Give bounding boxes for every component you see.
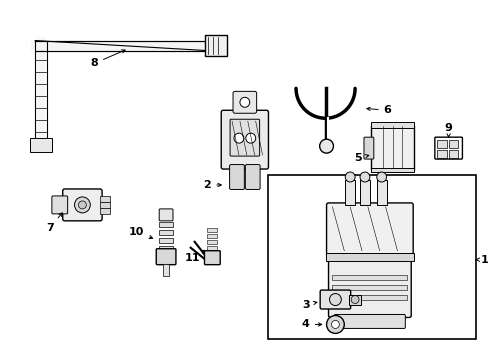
Circle shape (359, 172, 369, 182)
FancyBboxPatch shape (363, 137, 373, 159)
Circle shape (74, 197, 90, 213)
Text: 11: 11 (184, 250, 204, 263)
Circle shape (234, 133, 244, 143)
Text: 1: 1 (475, 255, 488, 265)
Text: 2: 2 (203, 180, 221, 190)
Text: 3: 3 (302, 300, 316, 310)
Bar (207, 228, 217, 232)
FancyBboxPatch shape (156, 249, 176, 265)
Bar (100, 208, 110, 214)
Bar (268, 175, 475, 339)
Bar (159, 238, 173, 243)
Bar (205, 35, 226, 57)
FancyBboxPatch shape (326, 203, 412, 257)
Circle shape (319, 139, 333, 153)
Bar (345, 180, 354, 205)
Text: 4: 4 (301, 319, 321, 329)
Text: 9: 9 (444, 123, 452, 137)
Text: 8: 8 (90, 50, 125, 68)
FancyBboxPatch shape (204, 251, 220, 265)
Bar (207, 234, 217, 238)
Bar (159, 230, 173, 235)
Bar (436, 150, 446, 158)
Bar (332, 285, 407, 289)
Bar (100, 202, 110, 208)
Bar (447, 150, 458, 158)
Circle shape (245, 133, 255, 143)
Bar (370, 168, 413, 172)
Circle shape (78, 201, 86, 209)
Text: 7: 7 (46, 213, 62, 233)
Bar (100, 196, 110, 202)
Circle shape (350, 296, 358, 303)
Circle shape (345, 172, 354, 182)
Bar (159, 246, 173, 251)
FancyBboxPatch shape (52, 196, 67, 214)
FancyBboxPatch shape (245, 165, 260, 189)
FancyBboxPatch shape (230, 119, 259, 156)
Bar (332, 294, 407, 300)
Bar (30, 138, 52, 152)
Bar (325, 253, 413, 261)
FancyBboxPatch shape (328, 259, 410, 318)
Circle shape (240, 97, 249, 107)
Bar (436, 140, 446, 148)
FancyBboxPatch shape (320, 290, 350, 309)
Text: 5: 5 (353, 153, 368, 163)
FancyBboxPatch shape (159, 209, 173, 221)
FancyBboxPatch shape (62, 189, 102, 221)
Bar (159, 222, 173, 227)
Bar (163, 264, 169, 276)
Bar (376, 180, 386, 205)
FancyBboxPatch shape (334, 315, 405, 328)
Bar (370, 122, 413, 128)
Circle shape (376, 172, 386, 182)
Bar (359, 180, 369, 205)
FancyBboxPatch shape (221, 110, 268, 169)
FancyBboxPatch shape (229, 165, 244, 189)
Bar (348, 294, 360, 305)
Text: 10: 10 (129, 227, 152, 239)
Circle shape (331, 320, 339, 328)
Bar (370, 126, 413, 170)
Bar (207, 246, 217, 250)
Circle shape (326, 315, 344, 333)
Circle shape (329, 293, 341, 306)
Bar (159, 254, 173, 259)
Text: 6: 6 (366, 105, 391, 115)
Bar (447, 140, 458, 148)
Bar (332, 275, 407, 280)
FancyBboxPatch shape (233, 91, 256, 113)
Bar (207, 240, 217, 244)
